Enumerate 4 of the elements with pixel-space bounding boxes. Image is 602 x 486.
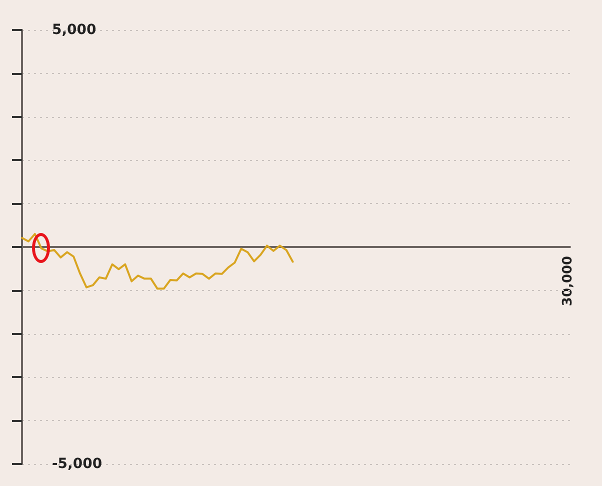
- y-tick-label: -5,000: [52, 456, 102, 472]
- line-series: [21, 232, 294, 290]
- y-tick-label: 5,000: [52, 22, 97, 38]
- annotation: 30,000: [560, 256, 576, 306]
